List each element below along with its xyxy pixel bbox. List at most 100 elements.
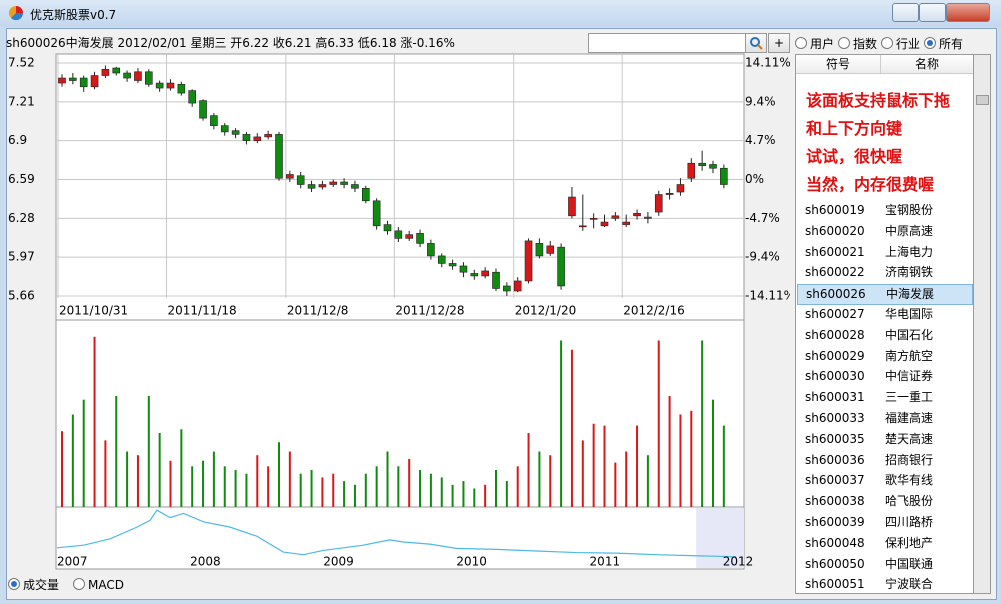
stock-row[interactable]: sh600021 上海电力 xyxy=(797,243,971,262)
candle-body xyxy=(123,72,131,79)
volume-bar xyxy=(397,466,400,507)
y2-tick-label: -14.11% xyxy=(745,289,790,303)
volume-bar xyxy=(158,433,161,507)
stock-row[interactable]: sh600039 四川路桥 xyxy=(797,513,971,532)
radio-label[interactable]: 指数 xyxy=(853,37,878,51)
candle-body xyxy=(665,192,674,195)
stock-code: sh600039 xyxy=(805,515,865,529)
stock-row[interactable]: sh600038 哈飞股份 xyxy=(797,492,971,511)
add-button[interactable]: + xyxy=(768,33,790,53)
x-tick-label: 2008 xyxy=(190,555,221,569)
notice-text: 试试，很快喔 xyxy=(806,147,903,166)
stock-row[interactable]: sh600028 中国石化 xyxy=(797,326,971,345)
y2-tick-label: 4.7% xyxy=(745,133,776,147)
stock-row[interactable]: sh600031 三一重工 xyxy=(797,388,971,407)
volume-bar xyxy=(223,466,226,507)
volume-bar xyxy=(614,462,617,507)
stock-row[interactable]: sh600035 楚天高速 xyxy=(797,430,971,449)
candle-body xyxy=(90,75,99,88)
radio-button[interactable] xyxy=(881,37,894,49)
volume-bar xyxy=(462,481,465,507)
scrollbar[interactable] xyxy=(973,54,991,594)
candle-body xyxy=(372,200,381,227)
stock-row[interactable]: sh600026 中海发展 xyxy=(797,284,973,306)
stock-row[interactable]: sh600029 南方航空 xyxy=(797,347,971,366)
stock-code: sh600036 xyxy=(805,452,865,467)
volume-bar xyxy=(136,455,139,507)
search-button[interactable] xyxy=(745,33,767,53)
radio-button[interactable] xyxy=(924,37,937,49)
radio-label[interactable]: 用户 xyxy=(810,37,835,51)
radio-option[interactable]: 所有 xyxy=(924,35,963,52)
x-tick-label: 2011/12/8 xyxy=(287,304,349,318)
candle-body xyxy=(676,184,685,193)
volume-bar xyxy=(299,473,302,507)
radio-label[interactable]: 成交量 xyxy=(23,578,60,592)
volume-bar xyxy=(82,399,85,507)
volume-bar xyxy=(256,455,259,507)
stock-row[interactable]: sh600033 福建高速 xyxy=(797,409,971,428)
radio-button[interactable] xyxy=(838,37,851,49)
stock-row[interactable]: sh600022 济南钢铁 xyxy=(797,263,971,282)
stock-row[interactable]: sh600020 中原高速 xyxy=(797,222,971,241)
maximize-button[interactable] xyxy=(919,3,946,22)
volume-bar xyxy=(115,396,118,507)
volume-bar xyxy=(549,455,552,507)
candle-body xyxy=(481,270,489,277)
candle-body xyxy=(709,164,717,169)
volume-bar xyxy=(288,451,291,507)
radio-option[interactable]: 成交量 xyxy=(8,576,59,593)
radio-button[interactable] xyxy=(73,578,86,590)
candle-body xyxy=(557,246,565,287)
volume-bar xyxy=(419,470,422,507)
volume-bar xyxy=(364,473,367,507)
scroll-thumb[interactable] xyxy=(976,95,989,105)
volume-bar xyxy=(278,442,280,507)
stock-row[interactable]: sh600050 中国联通 xyxy=(797,555,971,574)
radio-button[interactable] xyxy=(795,37,807,49)
stock-row[interactable]: sh600027 华电国际 xyxy=(797,305,971,324)
stock-row[interactable]: sh600019 宝钢股份 xyxy=(797,201,971,220)
stock-code: sh600026 xyxy=(806,287,866,302)
radio-option[interactable]: 用户 xyxy=(795,35,834,52)
radio-option[interactable]: MACD xyxy=(73,578,124,592)
radio-button[interactable] xyxy=(8,578,20,590)
x-tick-label: 2011/10/31 xyxy=(59,304,128,318)
stock-row[interactable]: sh600048 保利地产 xyxy=(797,534,971,553)
stock-name: 招商银行 xyxy=(885,452,934,467)
stock-row[interactable]: sh600051 宁波联合 xyxy=(797,575,971,593)
radio-label[interactable]: 所有 xyxy=(939,37,964,51)
column-header[interactable]: 符号 xyxy=(796,55,881,74)
radio-option[interactable]: 指数 xyxy=(838,35,877,52)
radio-label[interactable]: 行业 xyxy=(896,37,921,51)
stock-name: 三一重工 xyxy=(885,390,934,405)
volume-bar xyxy=(147,396,150,507)
volume-bar xyxy=(538,451,541,507)
x-tick-label: 2011/12/28 xyxy=(395,304,464,318)
stock-row[interactable]: sh600030 中信证券 xyxy=(797,367,971,386)
radio-label[interactable]: MACD xyxy=(88,578,124,592)
minimize-button[interactable] xyxy=(892,3,919,22)
stock-name: 中原高速 xyxy=(885,223,934,238)
stock-name: 楚天高速 xyxy=(885,431,934,446)
candle-body xyxy=(394,230,403,239)
stock-name: 中国联通 xyxy=(885,556,934,571)
candle-body xyxy=(177,83,186,94)
candle-body xyxy=(427,243,435,257)
window-title: 优克斯股票v0.7 xyxy=(30,8,117,22)
stock-name: 济南钢铁 xyxy=(885,265,934,280)
candle-body xyxy=(622,221,631,225)
stock-row[interactable]: sh600036 招商银行 xyxy=(797,451,971,470)
candle-body xyxy=(199,100,207,119)
column-header[interactable]: 名称 xyxy=(881,55,974,74)
y-tick-label: 6.28 xyxy=(8,211,35,225)
x-tick-label: 2012/1/20 xyxy=(515,304,577,318)
candle-body xyxy=(231,130,240,135)
y-tick-label: 6.59 xyxy=(8,172,35,186)
stock-row[interactable]: sh600037 歌华有线 xyxy=(797,471,971,490)
candle-body xyxy=(503,285,511,292)
radio-option[interactable]: 行业 xyxy=(881,35,920,52)
volume-bar xyxy=(581,440,584,507)
close-button[interactable] xyxy=(946,3,990,22)
